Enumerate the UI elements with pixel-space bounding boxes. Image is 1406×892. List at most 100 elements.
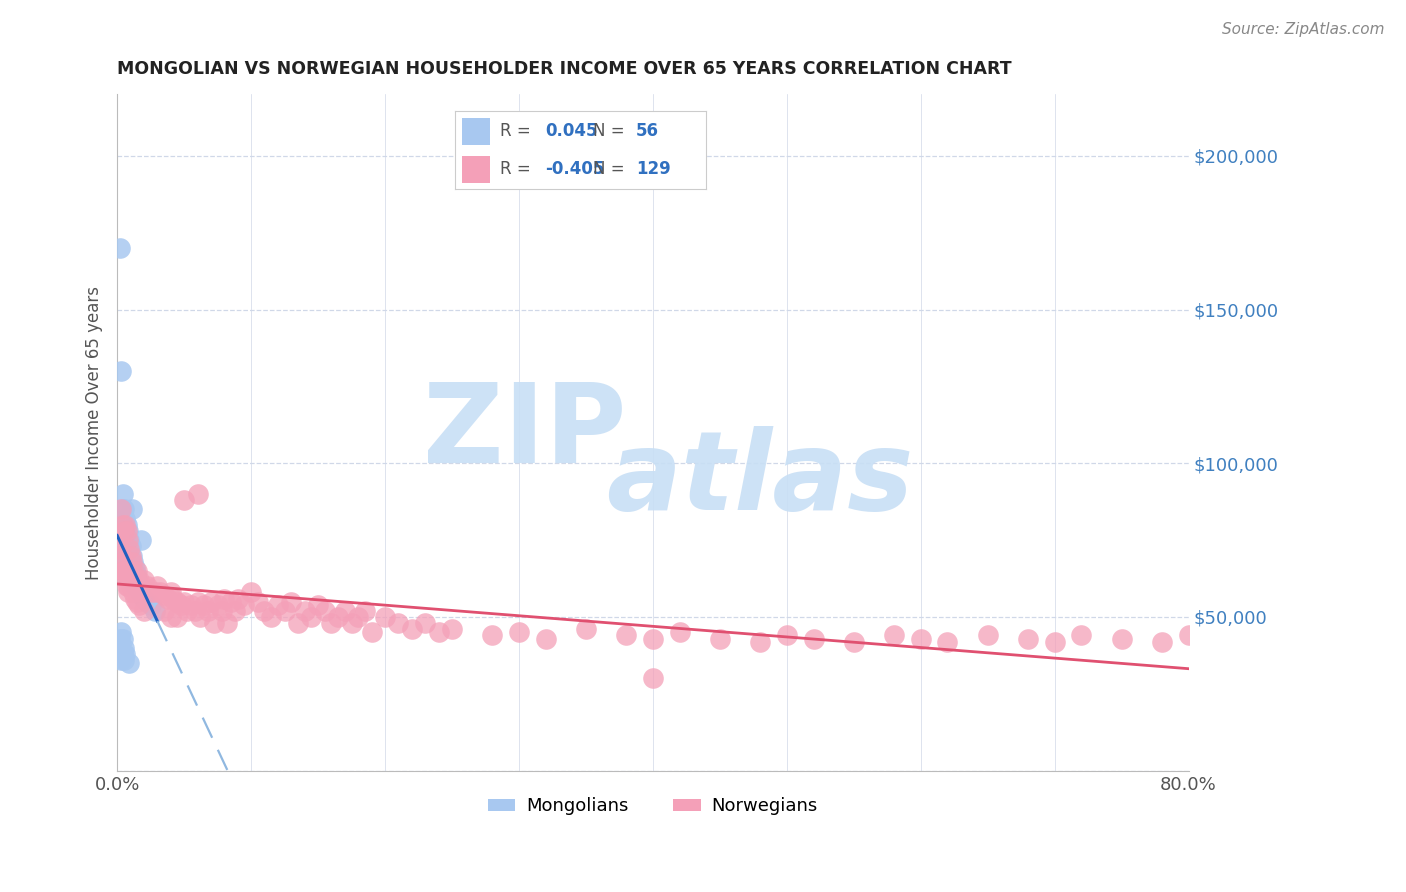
Point — [114, 570, 136, 584]
Point — [114, 530, 136, 544]
Point — [211, 604, 233, 618]
Point — [162, 591, 184, 606]
Point — [184, 604, 207, 618]
Point — [575, 622, 598, 636]
Point — [143, 604, 166, 618]
Point — [149, 585, 172, 599]
Point — [112, 653, 135, 667]
Point — [124, 561, 146, 575]
Point — [132, 573, 155, 587]
Point — [125, 573, 148, 587]
Point — [240, 585, 263, 599]
Point — [307, 598, 329, 612]
Point — [115, 517, 138, 532]
Point — [118, 564, 141, 578]
Point — [333, 604, 356, 618]
Point — [910, 632, 932, 646]
Point — [115, 579, 138, 593]
Point — [139, 598, 162, 612]
Point — [1150, 634, 1173, 648]
Point — [120, 539, 142, 553]
Point — [111, 533, 134, 548]
Point — [114, 647, 136, 661]
Point — [139, 585, 162, 599]
Point — [114, 511, 136, 525]
Point — [360, 625, 382, 640]
Point — [180, 598, 202, 612]
Point — [112, 564, 135, 578]
Point — [108, 542, 131, 557]
Point — [117, 549, 139, 563]
Point — [143, 585, 166, 599]
Point — [117, 539, 139, 553]
Point — [883, 628, 905, 642]
Point — [122, 555, 145, 569]
Point — [1177, 628, 1199, 642]
Point — [121, 502, 143, 516]
Point — [193, 598, 215, 612]
Point — [294, 604, 316, 618]
Point — [153, 604, 176, 618]
Point — [111, 647, 134, 661]
Point — [176, 604, 198, 618]
Point — [117, 524, 139, 538]
Point — [401, 622, 423, 636]
Point — [170, 598, 193, 612]
Point — [127, 594, 149, 608]
Point — [117, 585, 139, 599]
Point — [233, 598, 256, 612]
Point — [124, 591, 146, 606]
Point — [117, 564, 139, 578]
Point — [132, 604, 155, 618]
Point — [427, 625, 450, 640]
Point — [354, 604, 377, 618]
Point — [120, 549, 142, 563]
Point — [508, 625, 530, 640]
Point — [118, 533, 141, 548]
Point — [118, 549, 141, 563]
Point — [111, 517, 134, 532]
Point — [127, 564, 149, 578]
Point — [253, 604, 276, 618]
Point — [121, 564, 143, 578]
Point — [120, 555, 142, 569]
Text: MONGOLIAN VS NORWEGIAN HOUSEHOLDER INCOME OVER 65 YEARS CORRELATION CHART: MONGOLIAN VS NORWEGIAN HOUSEHOLDER INCOM… — [117, 60, 1012, 78]
Point — [110, 653, 132, 667]
Point — [246, 594, 269, 608]
Point — [321, 616, 343, 631]
Point — [387, 616, 409, 631]
Point — [112, 502, 135, 516]
Point — [124, 579, 146, 593]
Point — [112, 564, 135, 578]
Point — [115, 539, 138, 553]
Point — [110, 502, 132, 516]
Point — [219, 594, 242, 608]
Point — [129, 585, 152, 599]
Point — [122, 573, 145, 587]
Point — [115, 555, 138, 569]
Point — [197, 604, 219, 618]
Point — [260, 610, 283, 624]
Point — [111, 632, 134, 646]
Point — [146, 579, 169, 593]
Point — [112, 542, 135, 557]
Point — [534, 632, 557, 646]
Point — [1017, 632, 1039, 646]
Point — [125, 566, 148, 581]
Point — [214, 591, 236, 606]
Point — [340, 616, 363, 631]
Point — [641, 672, 664, 686]
Point — [803, 632, 825, 646]
Point — [118, 542, 141, 557]
Point — [173, 594, 195, 608]
Point — [641, 632, 664, 646]
Point — [135, 579, 157, 593]
Point — [121, 549, 143, 563]
Point — [668, 625, 690, 640]
Point — [215, 616, 238, 631]
Point — [120, 579, 142, 593]
Point — [128, 573, 150, 587]
Point — [122, 585, 145, 599]
Point — [128, 579, 150, 593]
Legend: Mongolians, Norwegians: Mongolians, Norwegians — [481, 790, 825, 822]
